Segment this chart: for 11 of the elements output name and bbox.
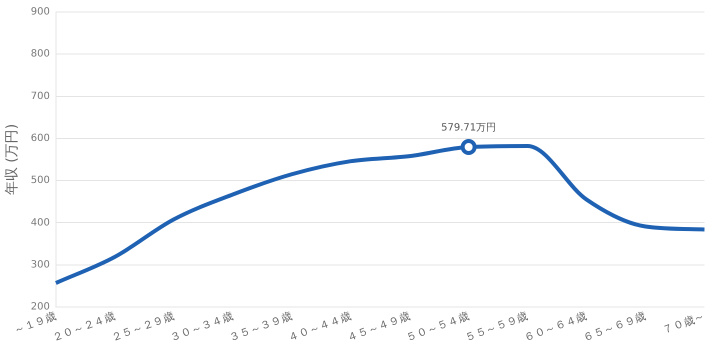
y-tick-label: 800 — [30, 48, 50, 60]
y-tick-label: 900 — [30, 6, 50, 18]
y-tick-label: 400 — [30, 217, 50, 228]
y-tick-label: 300 — [30, 259, 50, 270]
data-label: 579.71万円 — [441, 122, 496, 134]
y-tick-label: 500 — [30, 175, 50, 186]
y-tick-label: 600 — [30, 133, 50, 144]
y-tick-label: 200 — [30, 302, 50, 313]
y-axis-title: 年収 (万円) — [4, 124, 20, 196]
x-tick-label: ７０歳～ — [660, 310, 706, 337]
y-tick-label: 700 — [30, 90, 50, 102]
